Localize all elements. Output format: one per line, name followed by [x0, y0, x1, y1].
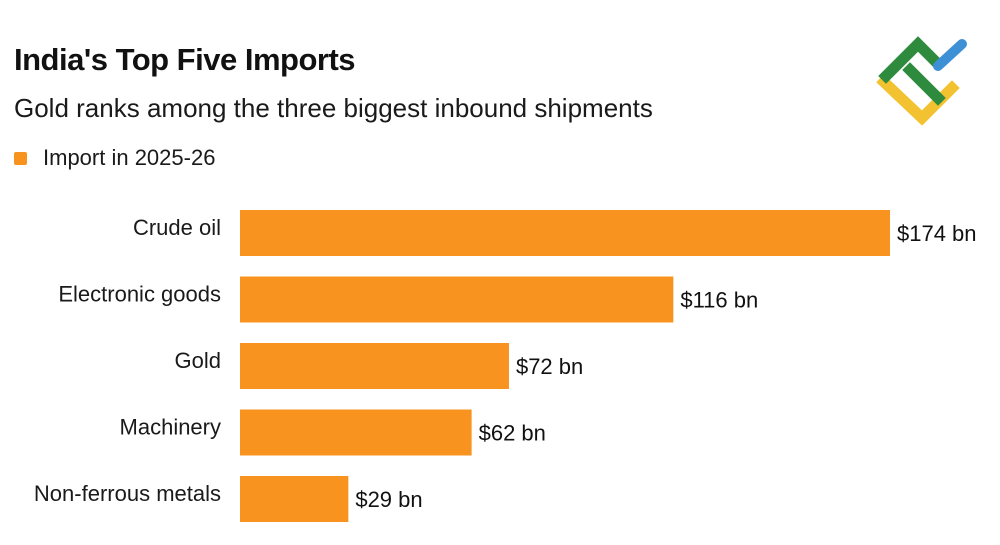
value-label-0: $174 bn: [897, 221, 977, 246]
legend: Import in 2025-26: [14, 145, 215, 171]
bar-chart: Crude oil $174 bn Electronic goods $116 bn G…: [34, 210, 977, 522]
bar-2: [240, 343, 509, 389]
bar-4: [240, 476, 349, 522]
category-label-1: Electronic goods: [58, 282, 221, 307]
category-label-2: Gold: [175, 348, 221, 373]
value-label-4: $29 bn: [355, 487, 422, 512]
logo-green-stroke: [878, 36, 942, 84]
logo-green-stroke-diagonal: [902, 62, 946, 106]
bar-0: [240, 210, 890, 256]
value-label-3: $62 bn: [479, 421, 546, 446]
chart-subtitle: Gold ranks among the three biggest inbou…: [14, 93, 653, 123]
category-label-0: Crude oil: [133, 215, 221, 240]
chart-title: India's Top Five Imports: [14, 42, 356, 77]
legend-swatch: [14, 151, 27, 165]
value-label-2: $72 bn: [516, 354, 583, 379]
category-label-4: Non-ferrous metals: [34, 481, 221, 506]
value-label-1: $116 bn: [680, 288, 758, 313]
bar-3: [240, 409, 472, 456]
category-label-3: Machinery: [120, 415, 221, 440]
bar-1: [240, 276, 674, 323]
logo-blue-stroke: [933, 39, 967, 71]
brand-logo-icon: [876, 36, 967, 126]
legend-label: Import in 2025-26: [43, 145, 216, 170]
